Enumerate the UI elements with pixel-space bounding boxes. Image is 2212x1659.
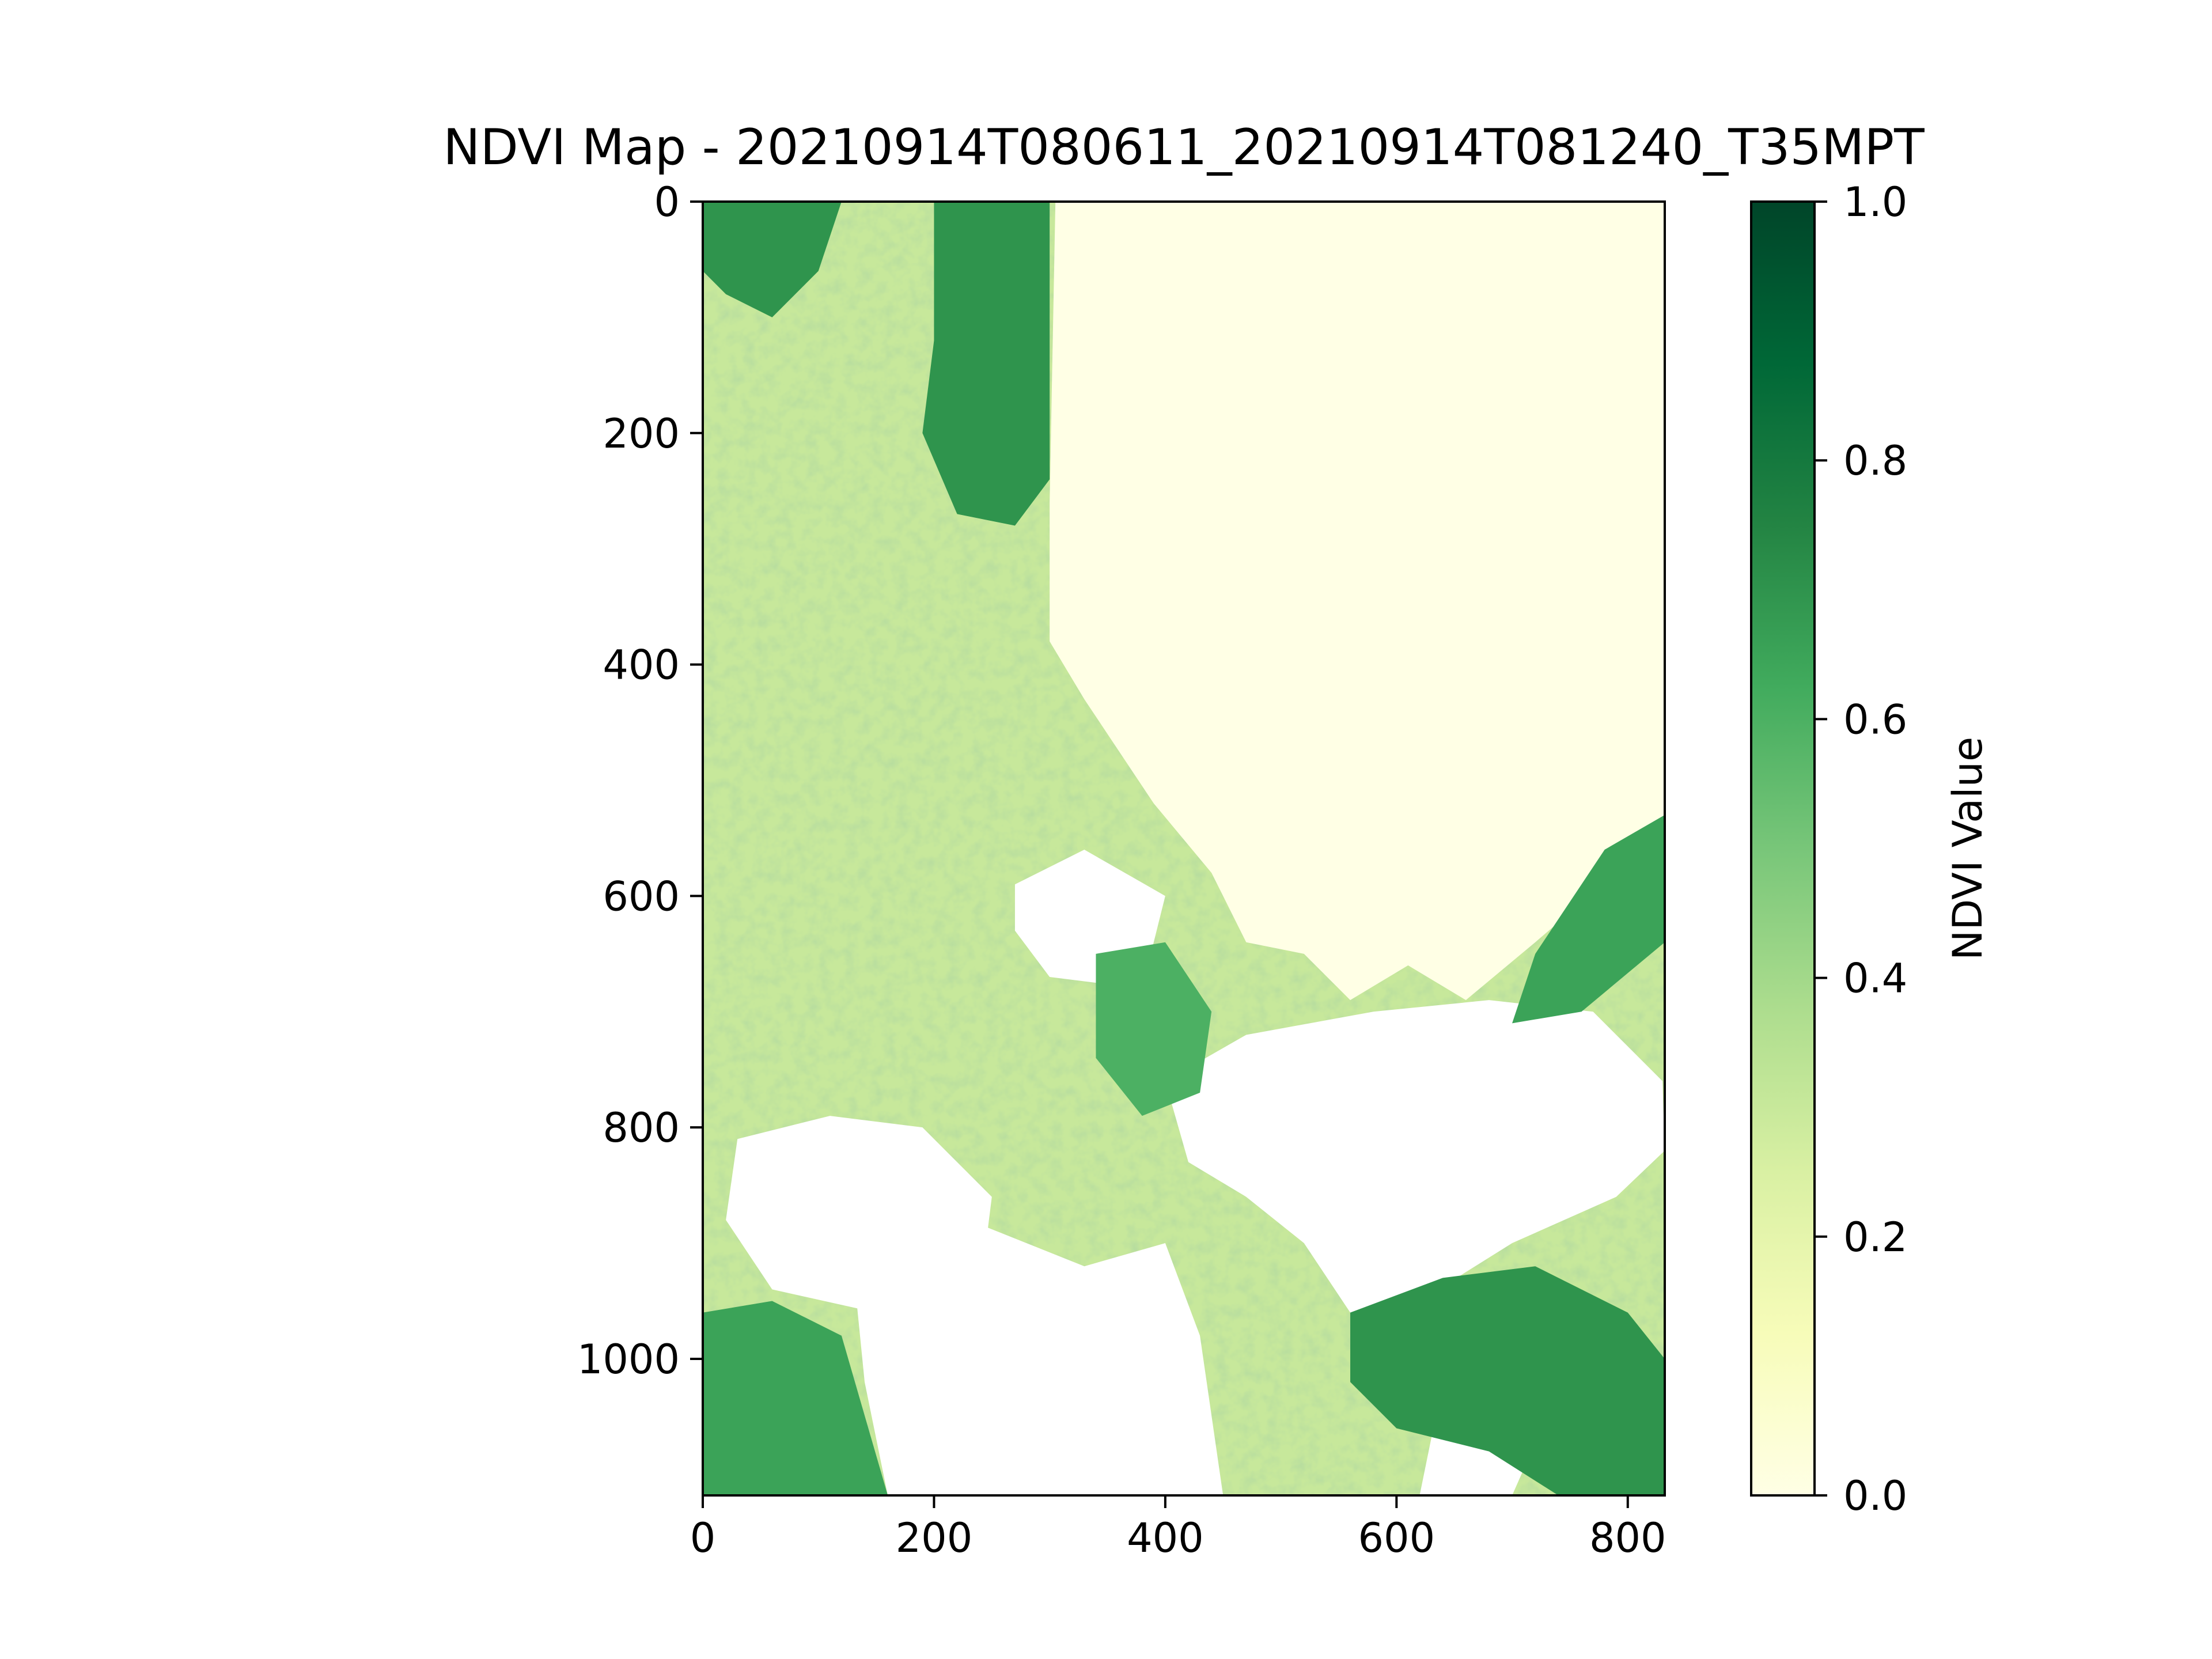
plot-area (703, 202, 1665, 1495)
colorbar-tick-label: 0.8 (1843, 437, 1907, 484)
y-tick-label: 600 (603, 873, 680, 920)
plot-frame (702, 200, 1666, 1497)
y-tick-label: 400 (603, 642, 680, 689)
colorbar-tick-label: 1.0 (1843, 179, 1907, 226)
region-water-body (1050, 202, 1665, 1001)
region-shore-vegetation-east (1512, 815, 1665, 1024)
colorbar (1750, 200, 1816, 1497)
region-cloud-center (853, 1219, 1224, 1495)
x-tick-label: 800 (1589, 1514, 1666, 1562)
colorbar-label: NDVI Value (1944, 737, 1991, 960)
x-tick-label: 400 (1127, 1514, 1204, 1562)
colorbar-tick-label: 0.6 (1843, 696, 1907, 743)
y-tick-label: 1000 (577, 1336, 680, 1383)
region-cloud-right (1165, 1000, 1665, 1313)
y-tick-label: 0 (654, 179, 680, 226)
x-tick-label: 0 (690, 1514, 716, 1562)
colorbar-tick-label: 0.0 (1843, 1472, 1907, 1520)
y-tick-label: 200 (603, 410, 680, 457)
chart-title: NDVI Map - 20210914T080611_20210914T0812… (443, 119, 1925, 176)
regions-layer (703, 202, 1665, 1495)
colorbar-tick-label: 0.4 (1843, 955, 1907, 1002)
region-dense-vegetation-sw (703, 1301, 888, 1495)
y-tick-label: 800 (603, 1104, 680, 1152)
region-dense-vegetation-center (1096, 942, 1212, 1116)
x-tick-label: 600 (1358, 1514, 1435, 1562)
region-dense-vegetation-nw (703, 202, 842, 317)
region-dense-vegetation-north (922, 202, 1050, 526)
region-dense-vegetation-se (1350, 1266, 1665, 1495)
x-tick-label: 200 (896, 1514, 973, 1562)
colorbar-tick-label: 0.2 (1843, 1214, 1907, 1261)
y-axis: 0 200 400 600 800 1000 (577, 179, 703, 1383)
colorbar-ticks: 0.0 0.2 0.4 0.6 0.8 1.0 (1815, 179, 1907, 1520)
x-axis: 0 200 400 600 800 (690, 1495, 1666, 1562)
